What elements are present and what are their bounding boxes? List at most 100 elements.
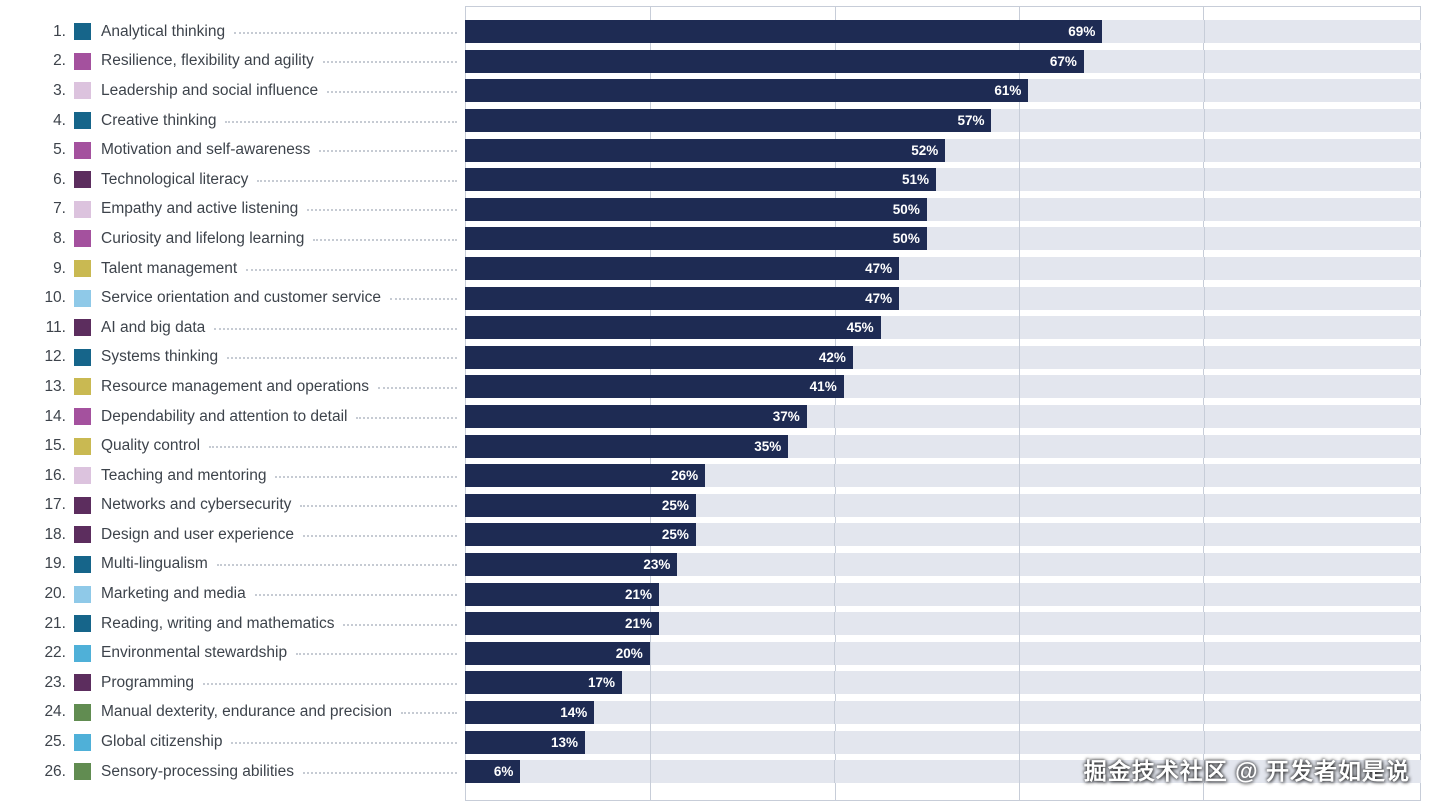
chart-row: 8. Curiosity and lifelong learning 50% <box>0 224 1432 254</box>
gridline <box>834 523 836 547</box>
skill-label: Quality control <box>101 437 201 455</box>
value-label: 51% <box>902 172 930 188</box>
dotted-leader <box>209 446 457 449</box>
skill-label: Motivation and self-awareness <box>101 141 311 159</box>
gridline <box>1019 730 1021 754</box>
gridline <box>1019 552 1021 576</box>
gridline <box>650 7 652 800</box>
value-label: 21% <box>624 616 652 632</box>
rank-label: 3. <box>53 81 66 99</box>
value-bar: 50% <box>465 197 927 221</box>
bar-track: 25% <box>465 493 1421 517</box>
row-label-area: 21. Reading, writing and mathematics <box>0 615 465 633</box>
bar-track: 50% <box>465 197 1421 221</box>
gridline <box>1203 109 1205 133</box>
chart-row: 11. AI and big data 45% <box>0 313 1432 343</box>
skill-label: Environmental stewardship <box>101 644 288 662</box>
chart-row: 17. Networks and cybersecurity 25% <box>0 491 1432 521</box>
row-label-area: 20. Marketing and media <box>0 585 465 603</box>
bar-background-band <box>465 700 1421 724</box>
skill-label: Reading, writing and mathematics <box>101 614 335 632</box>
skill-label: Multi-lingualism <box>101 555 208 573</box>
chart-row: 21. Reading, writing and mathematics 21% <box>0 609 1432 639</box>
skill-label: Marketing and media <box>101 585 246 603</box>
dotted-leader <box>216 564 457 567</box>
category-swatch-icon <box>74 644 91 662</box>
row-label-area: 24. Manual dexterity, endurance and preci… <box>0 703 465 721</box>
chart-row: 18. Design and user experience 25% <box>0 520 1432 550</box>
gridline <box>1203 493 1205 517</box>
gridline <box>1203 523 1205 547</box>
gridline <box>1203 582 1205 606</box>
gridline <box>1019 641 1021 665</box>
dotted-leader <box>203 682 457 685</box>
chart-row: 5. Motivation and self-awareness 52% <box>0 135 1432 165</box>
category-swatch-icon <box>74 112 91 130</box>
bar-track: 21% <box>465 582 1421 606</box>
value-label: 20% <box>615 645 643 661</box>
value-bar: 51% <box>465 168 937 192</box>
gridline <box>1203 671 1205 695</box>
value-label: 50% <box>892 201 920 217</box>
value-bar: 13% <box>465 730 586 754</box>
value-label: 6% <box>493 764 514 780</box>
gridline <box>1019 671 1021 695</box>
dotted-leader <box>214 327 457 330</box>
row-label-area: 11. AI and big data <box>0 319 465 337</box>
value-bar: 17% <box>465 671 623 695</box>
bar-track: 37% <box>465 405 1421 429</box>
row-label-area: 22. Environmental stewardship <box>0 644 465 662</box>
dotted-leader <box>302 771 457 774</box>
skill-label: Design and user experience <box>101 525 295 543</box>
value-bar: 21% <box>465 582 659 606</box>
value-bar: 20% <box>465 641 650 665</box>
gridline <box>834 582 836 606</box>
bar-track: 14% <box>465 700 1421 724</box>
value-bar: 26% <box>465 464 706 488</box>
gridline <box>1019 523 1021 547</box>
bar-track: 13% <box>465 730 1421 754</box>
category-swatch-icon <box>74 82 91 100</box>
value-label: 69% <box>1068 24 1096 40</box>
gridline <box>1203 79 1205 103</box>
row-label-area: 18. Design and user experience <box>0 526 465 544</box>
value-bar: 69% <box>465 20 1103 44</box>
chart-rows: 1. Analytical thinking 69% 2. Resilience, fl… <box>0 6 1432 801</box>
gridline <box>1019 700 1021 724</box>
category-swatch-icon <box>74 585 91 603</box>
gridline <box>1203 168 1205 192</box>
bar-track: 67% <box>465 49 1421 73</box>
value-bar: 57% <box>465 109 992 133</box>
bar-track: 35% <box>465 434 1421 458</box>
gridline <box>1019 760 1021 784</box>
row-label-area: 5. Motivation and self-awareness <box>0 141 465 159</box>
value-bar: 45% <box>465 316 881 340</box>
rank-label: 6. <box>53 170 66 188</box>
row-label-area: 2. Resilience, flexibility and agility <box>0 52 465 70</box>
category-swatch-icon <box>74 289 91 307</box>
chart-row: 23. Programming 17% <box>0 668 1432 698</box>
value-label: 42% <box>818 349 846 365</box>
value-bar: 41% <box>465 375 844 399</box>
dotted-leader <box>231 742 457 745</box>
row-label-area: 6. Technological literacy <box>0 171 465 189</box>
chart-row: 12. Systems thinking 42% <box>0 343 1432 373</box>
rank-label: 5. <box>53 141 66 159</box>
rank-label: 17. <box>44 496 66 514</box>
bar-track: 17% <box>465 671 1421 695</box>
gridline <box>1203 760 1205 784</box>
dotted-leader <box>377 386 457 389</box>
gridline <box>1203 464 1205 488</box>
bar-track: 20% <box>465 641 1421 665</box>
gridline <box>1203 138 1205 162</box>
gridline <box>1203 197 1205 221</box>
rank-label: 7. <box>53 200 66 218</box>
category-swatch-icon <box>74 319 91 337</box>
chart-row: 3. Leadership and social influence 61% <box>0 76 1432 106</box>
skill-label: Creative thinking <box>101 111 217 129</box>
watermark: 掘金技术社区 @ 开发者如是说 <box>1083 758 1410 784</box>
category-swatch-icon <box>74 703 91 721</box>
bar-track: 6% <box>465 760 1421 784</box>
category-swatch-icon <box>74 200 91 218</box>
category-swatch-icon <box>74 763 91 781</box>
